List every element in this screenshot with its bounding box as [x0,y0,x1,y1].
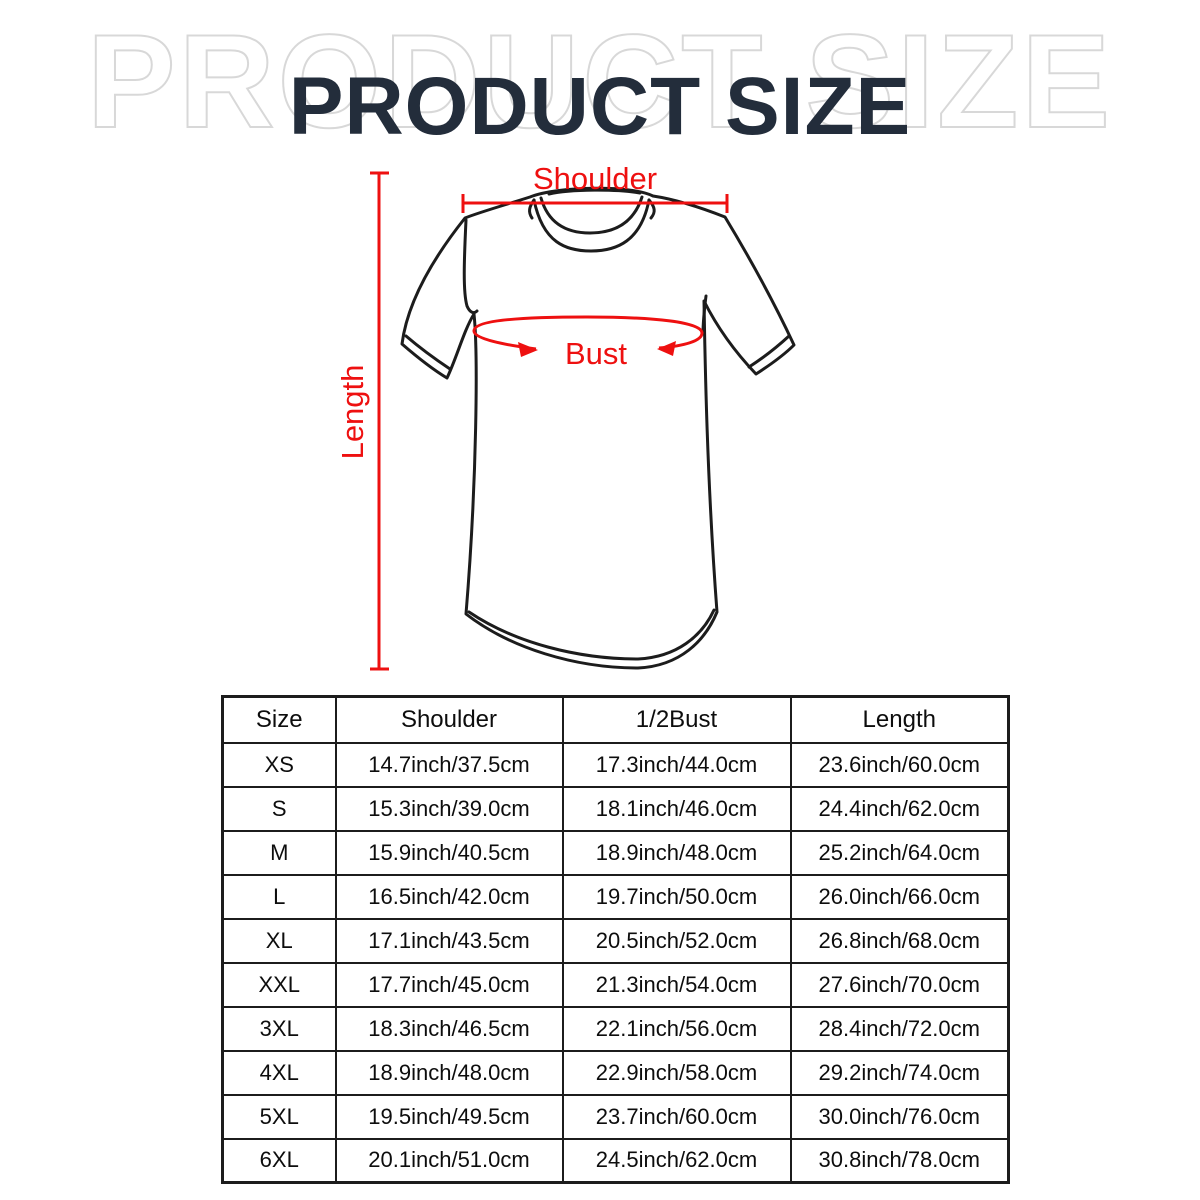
hem-band-line [467,608,716,661]
cell-length: 27.6inch/70.0cm [789,961,1010,1008]
right-cuff-band-line [747,334,791,369]
cell-length: 26.8inch/68.0cm [789,917,1010,964]
size-table-body: XS 14.7inch/37.5cm 17.3inch/44.0cm 23.6i… [221,741,1010,1184]
length-dimension-line [370,171,389,671]
cell-size: XXL [221,961,337,1008]
cell-length: 23.6inch/60.0cm [789,741,1010,788]
cell-size: 5XL [221,1093,337,1140]
cell-size: L [221,873,337,920]
header-size: Size [221,695,337,744]
cell-size: 3XL [221,1005,337,1052]
tshirt-illustration [400,186,796,670]
table-row: L 16.5inch/42.0cm 19.7inch/50.0cm 26.0in… [221,873,1010,920]
collar-front-inner-line [539,195,644,235]
cell-length: 30.0inch/76.0cm [789,1093,1010,1140]
bust-arrow-right-icon [657,341,676,356]
cell-half-bust: 24.5inch/62.0cm [561,1137,792,1184]
cell-half-bust: 18.1inch/46.0cm [561,785,792,832]
header-row: Size Shoulder 1/2Bust Length [221,695,1010,744]
table-row: XXL 17.7inch/45.0cm 21.3inch/54.0cm 27.6… [221,961,1010,1008]
table-row: XS 14.7inch/37.5cm 17.3inch/44.0cm 23.6i… [221,741,1010,788]
header-half-bust: 1/2Bust [561,695,792,744]
cell-shoulder: 17.7inch/45.0cm [334,961,564,1008]
cell-size: M [221,829,337,876]
size-table-header: Size Shoulder 1/2Bust Length [221,695,1010,744]
cell-shoulder: 18.3inch/46.5cm [334,1005,564,1052]
cell-half-bust: 23.7inch/60.0cm [561,1093,792,1140]
shoulder-dimension: Shoulder [461,161,729,213]
cell-size: 4XL [221,1049,337,1096]
collar-back-inner-line [547,188,642,196]
cell-half-bust: 19.7inch/50.0cm [561,873,792,920]
table-row: 5XL 19.5inch/49.5cm 23.7inch/60.0cm 30.0… [221,1093,1010,1140]
cell-shoulder: 20.1inch/51.0cm [334,1137,564,1184]
header-length: Length [789,695,1010,744]
cell-length: 30.8inch/78.0cm [789,1137,1010,1184]
table-row: 3XL 18.3inch/46.5cm 22.1inch/56.0cm 28.4… [221,1005,1010,1052]
length-label: Length [335,365,370,460]
cell-shoulder: 18.9inch/48.0cm [334,1049,564,1096]
cell-size: XL [221,917,337,964]
table-row: 4XL 18.9inch/48.0cm 22.9inch/58.0cm 29.2… [221,1049,1010,1096]
cell-length: 26.0inch/66.0cm [789,873,1010,920]
bust-label: Bust [565,336,627,371]
shoulder-dimension-line [461,194,729,213]
cell-shoulder: 19.5inch/49.5cm [334,1093,564,1140]
table-row: S 15.3inch/39.0cm 18.1inch/46.0cm 24.4in… [221,785,1010,832]
length-dimension: Length [335,171,389,671]
cell-half-bust: 22.1inch/56.0cm [561,1005,792,1052]
bust-arrow-left-icon [518,342,538,357]
page-title: PRODUCT SIZE [288,61,912,152]
cell-half-bust: 20.5inch/52.0cm [561,917,792,964]
collar-front-outer-line [532,198,651,253]
shoulder-label: Shoulder [533,161,657,196]
cell-half-bust: 21.3inch/54.0cm [561,961,792,1008]
cell-shoulder: 14.7inch/37.5cm [334,741,564,788]
cell-shoulder: 16.5inch/42.0cm [334,873,564,920]
cell-length: 28.4inch/72.0cm [789,1005,1010,1052]
cell-length: 25.2inch/64.0cm [789,829,1010,876]
tshirt-outline [400,186,796,670]
cell-length: 29.2inch/74.0cm [789,1049,1010,1096]
table-row: XL 17.1inch/43.5cm 20.5inch/52.0cm 26.8i… [221,917,1010,964]
table-row: M 15.9inch/40.5cm 18.9inch/48.0cm 25.2in… [221,829,1010,876]
table-row: 6XL 20.1inch/51.0cm 24.5inch/62.0cm 30.8… [221,1137,1010,1184]
left-sleeve-seam [462,218,479,315]
header-shoulder: Shoulder [334,695,564,744]
measurement-annotations: Shoulder Length Bust [335,161,729,671]
cell-length: 24.4inch/62.0cm [789,785,1010,832]
size-table: Size Shoulder 1/2Bust Length XS 14.7inch… [221,695,1010,1184]
cell-half-bust: 22.9inch/58.0cm [561,1049,792,1096]
cell-half-bust: 17.3inch/44.0cm [561,741,792,788]
watermark-title: PRODUCT SIZE [86,8,1114,156]
left-cuff-band-line [404,334,452,371]
bust-dimension: Bust [472,315,704,371]
cell-shoulder: 17.1inch/43.5cm [334,917,564,964]
cell-size: S [221,785,337,832]
bust-ellipse-line [472,315,704,351]
cell-size: XS [221,741,337,788]
cell-size: 6XL [221,1137,337,1184]
cell-shoulder: 15.9inch/40.5cm [334,829,564,876]
cell-shoulder: 15.3inch/39.0cm [334,785,564,832]
cell-half-bust: 18.9inch/48.0cm [561,829,792,876]
